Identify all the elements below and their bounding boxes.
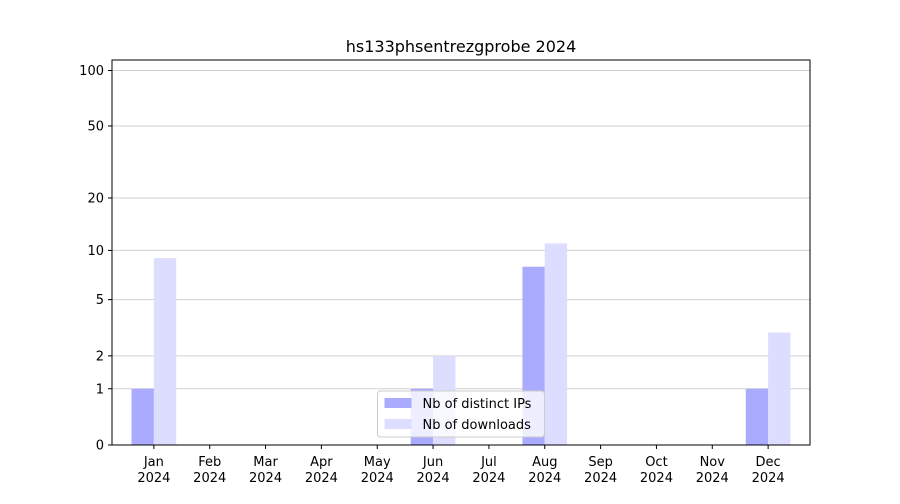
- x-tick-label: Nov 2024: [696, 455, 729, 486]
- x-tick-label: Aug 2024: [528, 455, 561, 486]
- y-tick-label: 100: [79, 64, 104, 79]
- y-tick-label: 20: [87, 191, 104, 206]
- y-tick-label: 50: [87, 119, 104, 134]
- legend-swatch: [384, 419, 412, 429]
- x-tick-label: Jan 2024: [137, 455, 170, 486]
- bar: [131, 388, 154, 445]
- bar: [153, 258, 177, 445]
- bar: [544, 243, 568, 445]
- chart-title: hs133phsentrezgprobe 2024: [346, 37, 577, 56]
- y-tick-label: 10: [87, 244, 104, 259]
- y-tick-label: 5: [96, 293, 104, 308]
- y-tick-label: 2: [96, 349, 104, 364]
- x-tick-label: Sep 2024: [584, 455, 617, 486]
- bar: [768, 332, 791, 445]
- x-tick-label: Mar 2024: [249, 455, 282, 486]
- y-tick-label: 0: [96, 439, 104, 454]
- legend: Nb of distinct IPs Nb of downloads: [377, 390, 545, 438]
- x-tick-label: Dec 2024: [752, 455, 785, 486]
- legend-swatch: [384, 398, 412, 408]
- plot-frame: [111, 59, 811, 446]
- x-tick-label: Feb 2024: [193, 455, 226, 486]
- legend-box: [377, 390, 545, 438]
- x-tick-label: Jul 2024: [472, 455, 505, 486]
- x-tick-label: Oct 2024: [640, 455, 673, 486]
- y-tick-label: 1: [96, 382, 104, 397]
- x-tick-label: Jun 2024: [417, 455, 450, 486]
- x-tick-label: Apr 2024: [305, 455, 338, 486]
- x-tick-label: May 2024: [361, 455, 394, 486]
- legend-label: Nb of downloads: [423, 418, 532, 433]
- bar: [745, 388, 769, 445]
- legend-label: Nb of distinct IPs: [423, 397, 532, 412]
